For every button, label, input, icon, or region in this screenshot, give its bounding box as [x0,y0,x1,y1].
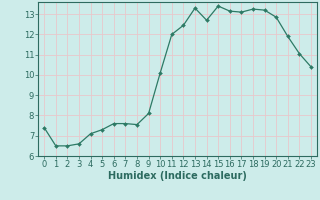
X-axis label: Humidex (Indice chaleur): Humidex (Indice chaleur) [108,171,247,181]
